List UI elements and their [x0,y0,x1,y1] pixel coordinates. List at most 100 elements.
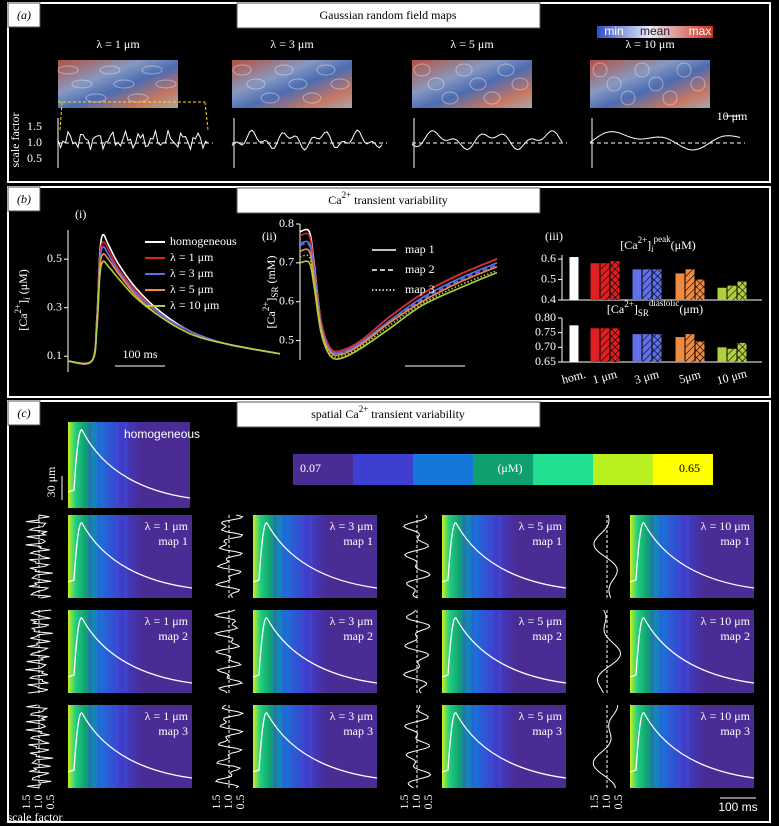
panel-label: (c) [17,406,30,420]
line [299,240,498,355]
bar-hatch [600,263,610,300]
field-texture [634,62,650,78]
label-part: (mM) [264,256,278,287]
y-tick-label: 0.6 [541,251,556,265]
colorbar-label: min [604,24,623,38]
bar-hatch [685,269,695,300]
field-texture [155,79,177,89]
heatmap-label: λ = 10 μm [701,519,751,533]
label-part: 2+ [624,299,634,309]
y-axis-label: scale factor [8,113,22,168]
field-texture [511,77,529,91]
scale-factor-trace [25,704,53,789]
transient-curve [252,617,378,684]
field-texture [288,78,308,90]
scale-bar-label: 100 ms [718,800,757,814]
y-tick-label: 1.0 [409,795,423,810]
field-texture [662,90,678,106]
field-texture [413,63,431,77]
heatmap-label: map 1 [343,534,373,548]
y-tick-label: 0.5 [233,795,247,810]
label-part: SR [638,308,649,318]
heatmap-label: map 2 [532,629,562,643]
transient-curve [629,712,755,779]
x-tick-label: 5μm [677,367,702,386]
bar-hatch [600,328,610,362]
bar-hatch [642,334,652,362]
title-part: Ca [328,193,342,207]
y-axis-label: [Ca2+]i (μM) [13,269,32,331]
transient-curve [441,712,567,779]
y-tick-label: 0.5 [541,271,556,285]
panel-b-frame [7,186,771,398]
heatmap-label: λ = 10 μm [701,614,751,628]
line [299,242,498,356]
line [67,260,281,365]
x-tick-label: 10 μm [715,366,749,388]
colorbar-segment [653,454,713,485]
bar-hatch [685,334,695,362]
transient-curve [441,522,567,589]
field-texture [232,64,252,76]
label-part: ] [16,300,30,304]
subpanel-label: (iii) [545,229,563,243]
panel-title: Ca2+ transient variability [328,190,448,207]
legend-label: λ = 5 μm [170,282,214,296]
x-tick-label: 1 μm [591,367,619,387]
y-tick-label: 1.0 [599,795,613,810]
field-texture [648,76,664,92]
y-tick-label: 0.5 [27,151,42,165]
field-texture [57,65,79,75]
label-part: i [651,244,654,254]
heatmap-label: map 3 [532,724,562,738]
field-texture [260,92,280,104]
bar-hatch [737,342,747,362]
field-texture [113,79,135,89]
field-texture [246,78,266,90]
scale-factor-trace [593,514,618,599]
colorbar-segment [413,454,473,485]
line [299,248,498,357]
label-part: ] [264,298,278,302]
bar [569,257,579,300]
scale-factor-trace [404,704,432,789]
heatmap-label: λ = 5 μm [519,614,563,628]
bar-hatch [610,261,620,300]
axis-label: scale factor [8,810,63,824]
y-tick-label: 1.5 [587,795,601,810]
field-texture [427,77,445,91]
line [299,254,498,359]
y-tick-label: 1.0 [27,135,42,149]
y-tick-label: 0.5 [47,251,62,265]
transient-curve [67,617,193,684]
y-tick-label: 1.5 [19,795,33,810]
colorbar-label: mean [640,24,670,38]
transient-curve [67,522,193,589]
bar-hatch [695,341,705,362]
transient-curve [441,617,567,684]
field-texture [316,64,336,76]
y-tick-label: 0.70 [535,339,556,353]
panel-label-box [7,2,41,28]
map-label: λ = 5 μm [450,37,494,51]
map-label: λ = 1 μm [96,37,140,51]
field-texture [441,91,459,105]
heatmap-label: map 2 [720,629,750,643]
scale-factor-trace [596,609,622,694]
bar [717,347,727,362]
y-tick-label: 0.5 [43,795,57,810]
legend-label: homogeneous [170,234,237,248]
heatmap-label: map 2 [343,629,373,643]
bar-chart-title: [Ca2+]SRdiastolic(μm) [607,298,703,318]
colorbar-label: max [689,24,712,38]
bar-chart-title: [Ca2+]ipeak(μM) [620,234,696,254]
y-tick-label: 0.80 [535,310,556,324]
bar-hatch [695,279,705,300]
y-tick-label: 0.65 [535,354,556,368]
field-texture [99,65,121,75]
legend-label: λ = 10 μm [170,298,220,312]
legend-label: map 3 [405,282,435,296]
scale-bar-label: 100 ms [122,347,157,361]
bar-hatch [610,328,620,362]
line [299,232,498,353]
